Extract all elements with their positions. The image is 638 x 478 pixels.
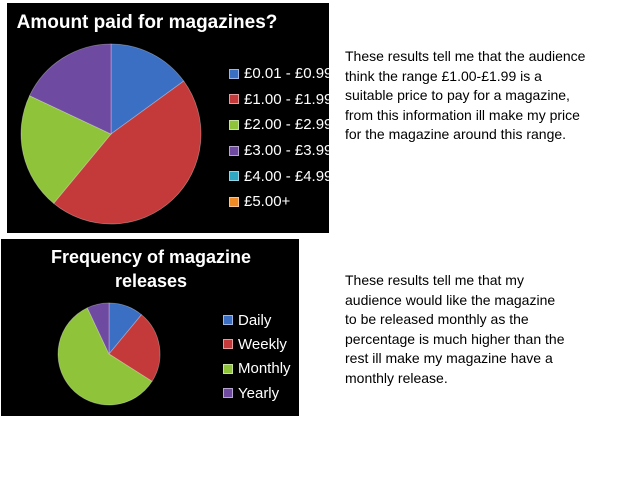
legend-swatch xyxy=(223,363,233,374)
results-note-frequency: These results tell me that my audience w… xyxy=(345,272,565,386)
legend-label: £2.00 - £2.99 xyxy=(244,116,333,134)
pie-slice-0-01-0-99 xyxy=(110,43,185,135)
legend-label: £1.00 - £1.99 xyxy=(244,90,333,108)
legend-swatch xyxy=(223,315,233,326)
pie-slice-2-00-2-99 xyxy=(20,95,112,204)
legend-item: Weekly xyxy=(223,332,291,356)
chart-legend: Daily Weekly Monthly Yearly xyxy=(223,308,291,405)
chart-panel-amount-paid: Amount paid for magazines? £0.01 - £0.99… xyxy=(7,3,332,233)
legend-label: Monthly xyxy=(238,360,291,378)
pie-slice-monthly xyxy=(57,307,153,406)
pie-slice-daily xyxy=(108,302,143,356)
legend-item: £5.00+ xyxy=(229,189,332,215)
legend-swatch xyxy=(223,388,233,399)
chart-title: Frequency of magazine releases xyxy=(1,245,301,293)
pie-slice-yearly xyxy=(86,302,110,355)
pie-slice-1-00-1-99 xyxy=(53,80,202,225)
legend-swatch xyxy=(223,339,233,350)
legend-label: £5.00+ xyxy=(244,193,291,211)
legend-swatch xyxy=(229,94,239,105)
legend-item: £4.00 - £4.99 xyxy=(229,163,332,189)
pie-chart-release-frequency xyxy=(57,302,161,406)
chart-title-line: Frequency of magazine xyxy=(50,247,252,267)
chart-title-line: releases xyxy=(114,271,188,291)
legend-item: Yearly xyxy=(223,381,291,405)
legend-label: £0.01 - £0.99 xyxy=(244,65,333,83)
chart-legend: £0.01 - £0.99 £1.00 - £1.99 £2.00 - £2.99 £… xyxy=(229,61,332,215)
legend-item: £1.00 - £1.99 xyxy=(229,87,332,113)
legend-label: £4.00 - £4.99 xyxy=(244,167,333,185)
legend-label: Weekly xyxy=(238,335,287,353)
pie-slice-3-00-3-99 xyxy=(29,43,112,135)
legend-label: Daily xyxy=(238,311,272,329)
legend-label: £3.00 - £3.99 xyxy=(244,142,333,160)
legend-label: Yearly xyxy=(238,384,280,402)
legend-item: £2.00 - £2.99 xyxy=(229,112,332,138)
legend-item: Monthly xyxy=(223,357,291,381)
legend-item: £0.01 - £0.99 xyxy=(229,61,332,87)
chart-panel-release-frequency: Frequency of magazine releases Daily Week… xyxy=(1,239,299,416)
pie-slice-weekly xyxy=(108,314,161,382)
legend-item: £3.00 - £3.99 xyxy=(229,138,332,164)
legend-swatch xyxy=(229,68,239,79)
legend-item: Daily xyxy=(223,308,291,332)
legend-swatch xyxy=(229,196,239,207)
pie-chart-amount-paid xyxy=(20,43,202,225)
results-note-price: These results tell me that the audience … xyxy=(345,48,586,142)
chart-title: Amount paid for magazines? xyxy=(16,12,278,33)
legend-swatch xyxy=(229,145,239,156)
legend-swatch xyxy=(229,171,239,182)
legend-swatch xyxy=(229,119,239,130)
